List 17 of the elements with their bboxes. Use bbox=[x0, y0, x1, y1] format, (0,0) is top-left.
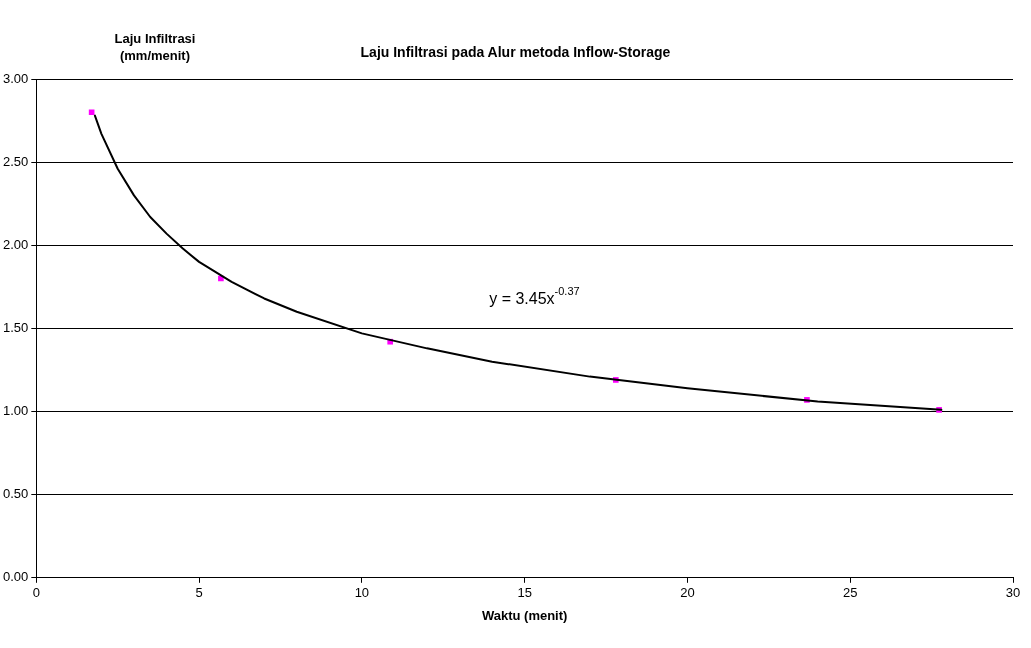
y-tick-label: 2.50 bbox=[2, 153, 29, 169]
y-tick-label: 2.00 bbox=[2, 236, 29, 252]
chart-title: Laju Infiltrasi pada Alur metoda Inflow-Storage bbox=[360, 44, 671, 60]
y-tick-label: 0.50 bbox=[2, 486, 29, 502]
x-tick-label: 0 bbox=[32, 585, 40, 601]
y-tick-label: 1.50 bbox=[2, 319, 29, 335]
y-tick-label: 0.00 bbox=[2, 569, 29, 585]
y-tick-label: 1.00 bbox=[2, 403, 29, 419]
x-axis-title: Waktu (menit) bbox=[481, 607, 568, 623]
x-tick-label: 30 bbox=[1005, 585, 1021, 601]
x-tick-label: 15 bbox=[517, 585, 532, 601]
x-tick-label: 10 bbox=[354, 585, 370, 601]
y-tick-label: 3.00 bbox=[2, 70, 29, 86]
y-axis-title: Laju Infiltrasi (mm/menit) bbox=[113, 30, 197, 64]
x-tick-label: 25 bbox=[842, 585, 858, 601]
x-tick-label: 5 bbox=[195, 585, 203, 601]
x-tick-label: 20 bbox=[680, 585, 695, 601]
